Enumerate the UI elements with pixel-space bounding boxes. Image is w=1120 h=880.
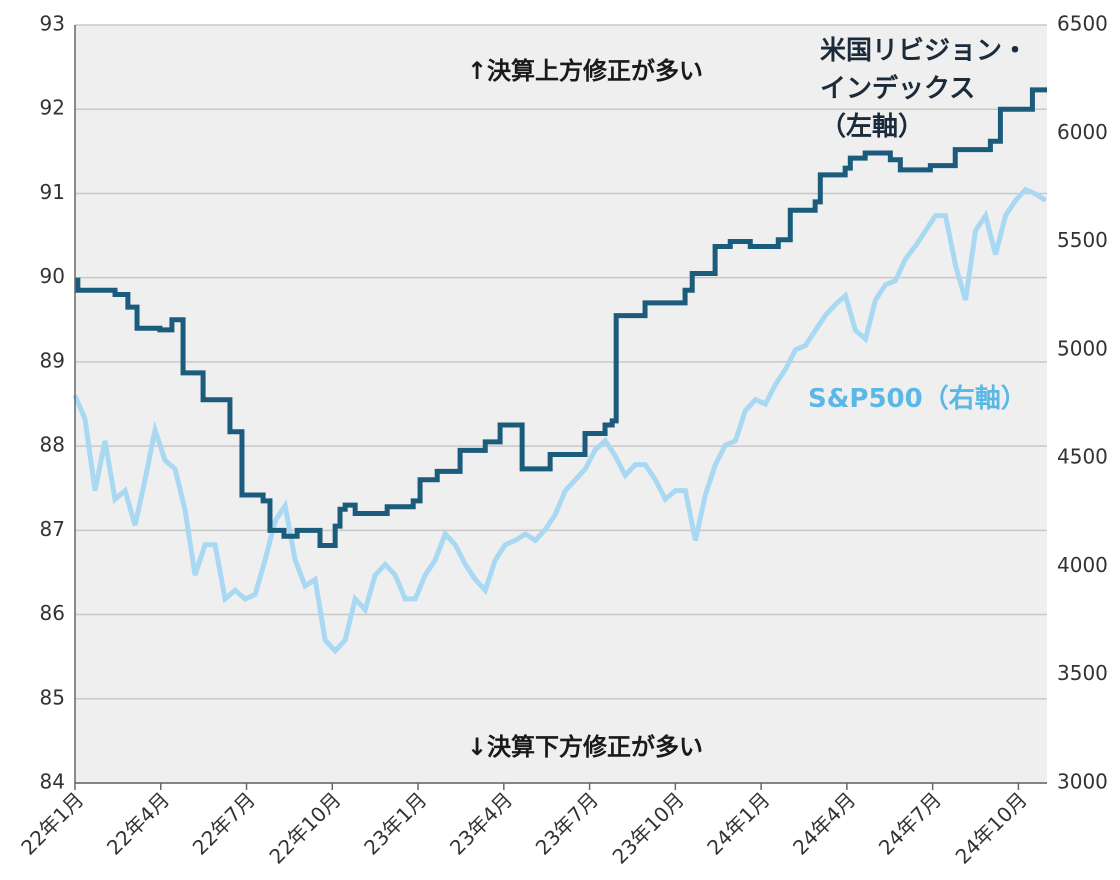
grid bbox=[75, 24, 1047, 784]
x-tick-label: 22年1月 bbox=[16, 787, 88, 859]
x-tick-label: 24年4月 bbox=[788, 787, 860, 859]
y-tick-label: 88 bbox=[40, 433, 65, 457]
y-tick-label: 85 bbox=[40, 685, 65, 709]
y2-tick-label: 3000 bbox=[1057, 770, 1108, 794]
y-tick-label: 93 bbox=[40, 12, 65, 36]
x-tick-label: 24年10月 bbox=[951, 787, 1032, 868]
y2-tick-label: 4000 bbox=[1057, 553, 1108, 577]
y2-tick-label: 6000 bbox=[1057, 120, 1108, 144]
y2-tick-label: 5500 bbox=[1057, 228, 1108, 252]
annotation: ↑決算上方修正が多い bbox=[467, 57, 703, 85]
y2-tick-label: 5000 bbox=[1057, 336, 1108, 360]
series-label: 米国リビジョン・ インデックス （左軸） bbox=[820, 36, 1029, 142]
y-tick-label: 90 bbox=[40, 264, 65, 288]
x-tick-label: 24年7月 bbox=[874, 787, 946, 859]
y-tick-label: 87 bbox=[40, 517, 65, 541]
x-tick-label: 23年4月 bbox=[445, 787, 517, 859]
y-tick-label: 91 bbox=[40, 180, 65, 204]
y-tick-label: 84 bbox=[40, 770, 65, 794]
lines bbox=[72, 87, 1047, 655]
y-tick-label: 92 bbox=[40, 96, 65, 120]
y2-tick-label: 3500 bbox=[1057, 661, 1108, 685]
x-tick-label: 22年7月 bbox=[188, 787, 260, 859]
series-label: S&P500（右軸） bbox=[808, 384, 1027, 414]
y2-tick-label: 4500 bbox=[1057, 445, 1108, 469]
series-line bbox=[75, 87, 1047, 548]
x-tick-label: 22年4月 bbox=[102, 787, 174, 859]
x-tick-label: 24年1月 bbox=[702, 787, 774, 859]
x-tick-label: 22年10月 bbox=[264, 787, 345, 868]
series-line bbox=[72, 186, 1047, 655]
x-tick-label: 23年1月 bbox=[359, 787, 431, 859]
y2-tick-label: 6500 bbox=[1057, 12, 1108, 36]
x-tick-label: 23年7月 bbox=[531, 787, 603, 859]
x-tick-label: 23年10月 bbox=[608, 787, 689, 868]
annotation: ↓決算下方修正が多い bbox=[467, 733, 703, 761]
y-tick-label: 86 bbox=[40, 601, 65, 625]
y-tick-label: 89 bbox=[40, 348, 65, 372]
